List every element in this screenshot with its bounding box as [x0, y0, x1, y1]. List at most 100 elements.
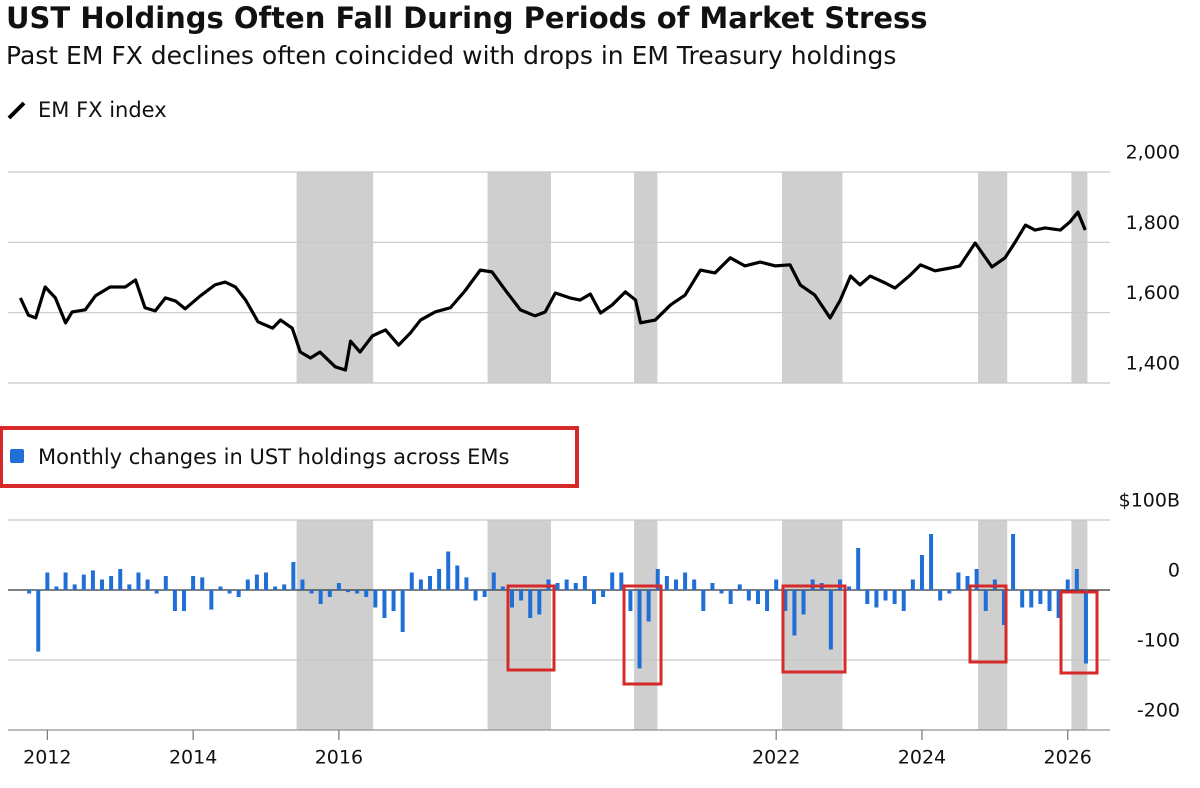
bar [391, 590, 396, 611]
bar [500, 586, 505, 590]
y-tick-label: -200 [1137, 700, 1180, 722]
bar [591, 590, 596, 604]
bar [1038, 590, 1043, 604]
highlight-box [506, 584, 556, 672]
bar [446, 551, 451, 590]
bar [291, 562, 296, 590]
bar [555, 583, 560, 590]
bar [273, 586, 278, 590]
highlight-box [622, 584, 663, 686]
bar [1065, 579, 1070, 590]
bar [282, 584, 287, 590]
bar [637, 590, 642, 669]
bar [72, 584, 77, 590]
bar [856, 548, 861, 590]
chart-subtitle: Past EM FX declines often coincided with… [6, 41, 896, 70]
bar [209, 590, 214, 610]
bar [437, 569, 442, 590]
y-tick-label: 1,600 [1126, 282, 1180, 304]
bar [154, 590, 159, 594]
bar [300, 579, 305, 590]
bar [519, 590, 524, 601]
bar [427, 576, 432, 590]
y-tick-label: 2,000 [1126, 142, 1180, 164]
bar [983, 590, 988, 611]
bar [947, 590, 952, 594]
bar [327, 590, 332, 597]
highlight-box [1059, 590, 1099, 675]
shaded-period [634, 172, 658, 383]
bar [81, 574, 86, 590]
bar [628, 590, 633, 611]
bar [1001, 590, 1006, 625]
bar [163, 576, 168, 590]
x-tick-label: 2014 [169, 747, 217, 769]
bar [473, 590, 478, 601]
bar [100, 579, 105, 590]
bar [373, 590, 378, 608]
legend-line-swatch [7, 101, 26, 120]
bar [382, 590, 387, 618]
legend-label: EM FX index [38, 98, 167, 122]
bar [36, 590, 41, 652]
bar [464, 577, 469, 590]
bar [537, 590, 542, 615]
shaded-period [782, 172, 843, 383]
bar [865, 590, 870, 604]
bar [774, 579, 779, 590]
bar [582, 576, 587, 590]
bar [191, 576, 196, 590]
bar [54, 586, 59, 590]
bar [847, 586, 852, 590]
x-tick-label: 2016 [315, 747, 363, 769]
bar [874, 590, 879, 608]
bar [336, 583, 341, 590]
bar [218, 586, 223, 590]
bar [1056, 590, 1061, 618]
bar [801, 590, 806, 615]
bar [974, 569, 979, 590]
y-tick-label: -100 [1137, 630, 1180, 652]
line [18, 210, 1087, 372]
bar [673, 579, 678, 590]
bar [182, 590, 187, 611]
bar [728, 590, 733, 604]
bar [355, 590, 360, 594]
plot: 1,400 1,600 1,800 2,000 -200 -100 0 $100B 2012 20… [8, 142, 1180, 769]
shaded-period [487, 172, 551, 383]
bar [200, 577, 205, 590]
y-tick-label: 1,800 [1126, 212, 1180, 234]
bar [601, 590, 606, 597]
bar [136, 572, 141, 590]
bar [1011, 534, 1016, 590]
shaded-period [634, 520, 658, 730]
shaded-period [782, 520, 843, 730]
chart-title: UST Holdings Often Fall During Periods o… [6, 1, 928, 35]
bar [1074, 569, 1079, 590]
highlight-box [968, 584, 1008, 664]
bar [45, 572, 50, 590]
bar [63, 572, 68, 590]
legend-bar-swatch [10, 449, 24, 463]
bar [619, 572, 624, 590]
bar [528, 590, 533, 618]
bar [737, 584, 742, 590]
bar [264, 572, 269, 590]
shaded-period [296, 172, 374, 383]
bar [683, 572, 688, 590]
y-tick-label: $100B [1119, 490, 1180, 512]
bar [883, 590, 888, 601]
bar [938, 590, 943, 601]
bar [409, 572, 414, 590]
shaded-period [978, 172, 1008, 383]
bar [400, 590, 405, 632]
bar [783, 590, 788, 611]
shaded-period [296, 520, 374, 730]
bar [482, 590, 487, 597]
bar [719, 590, 724, 594]
bar [828, 590, 833, 650]
bar [692, 579, 697, 590]
bar [664, 576, 669, 590]
bar [109, 576, 114, 590]
bar [1047, 590, 1052, 611]
